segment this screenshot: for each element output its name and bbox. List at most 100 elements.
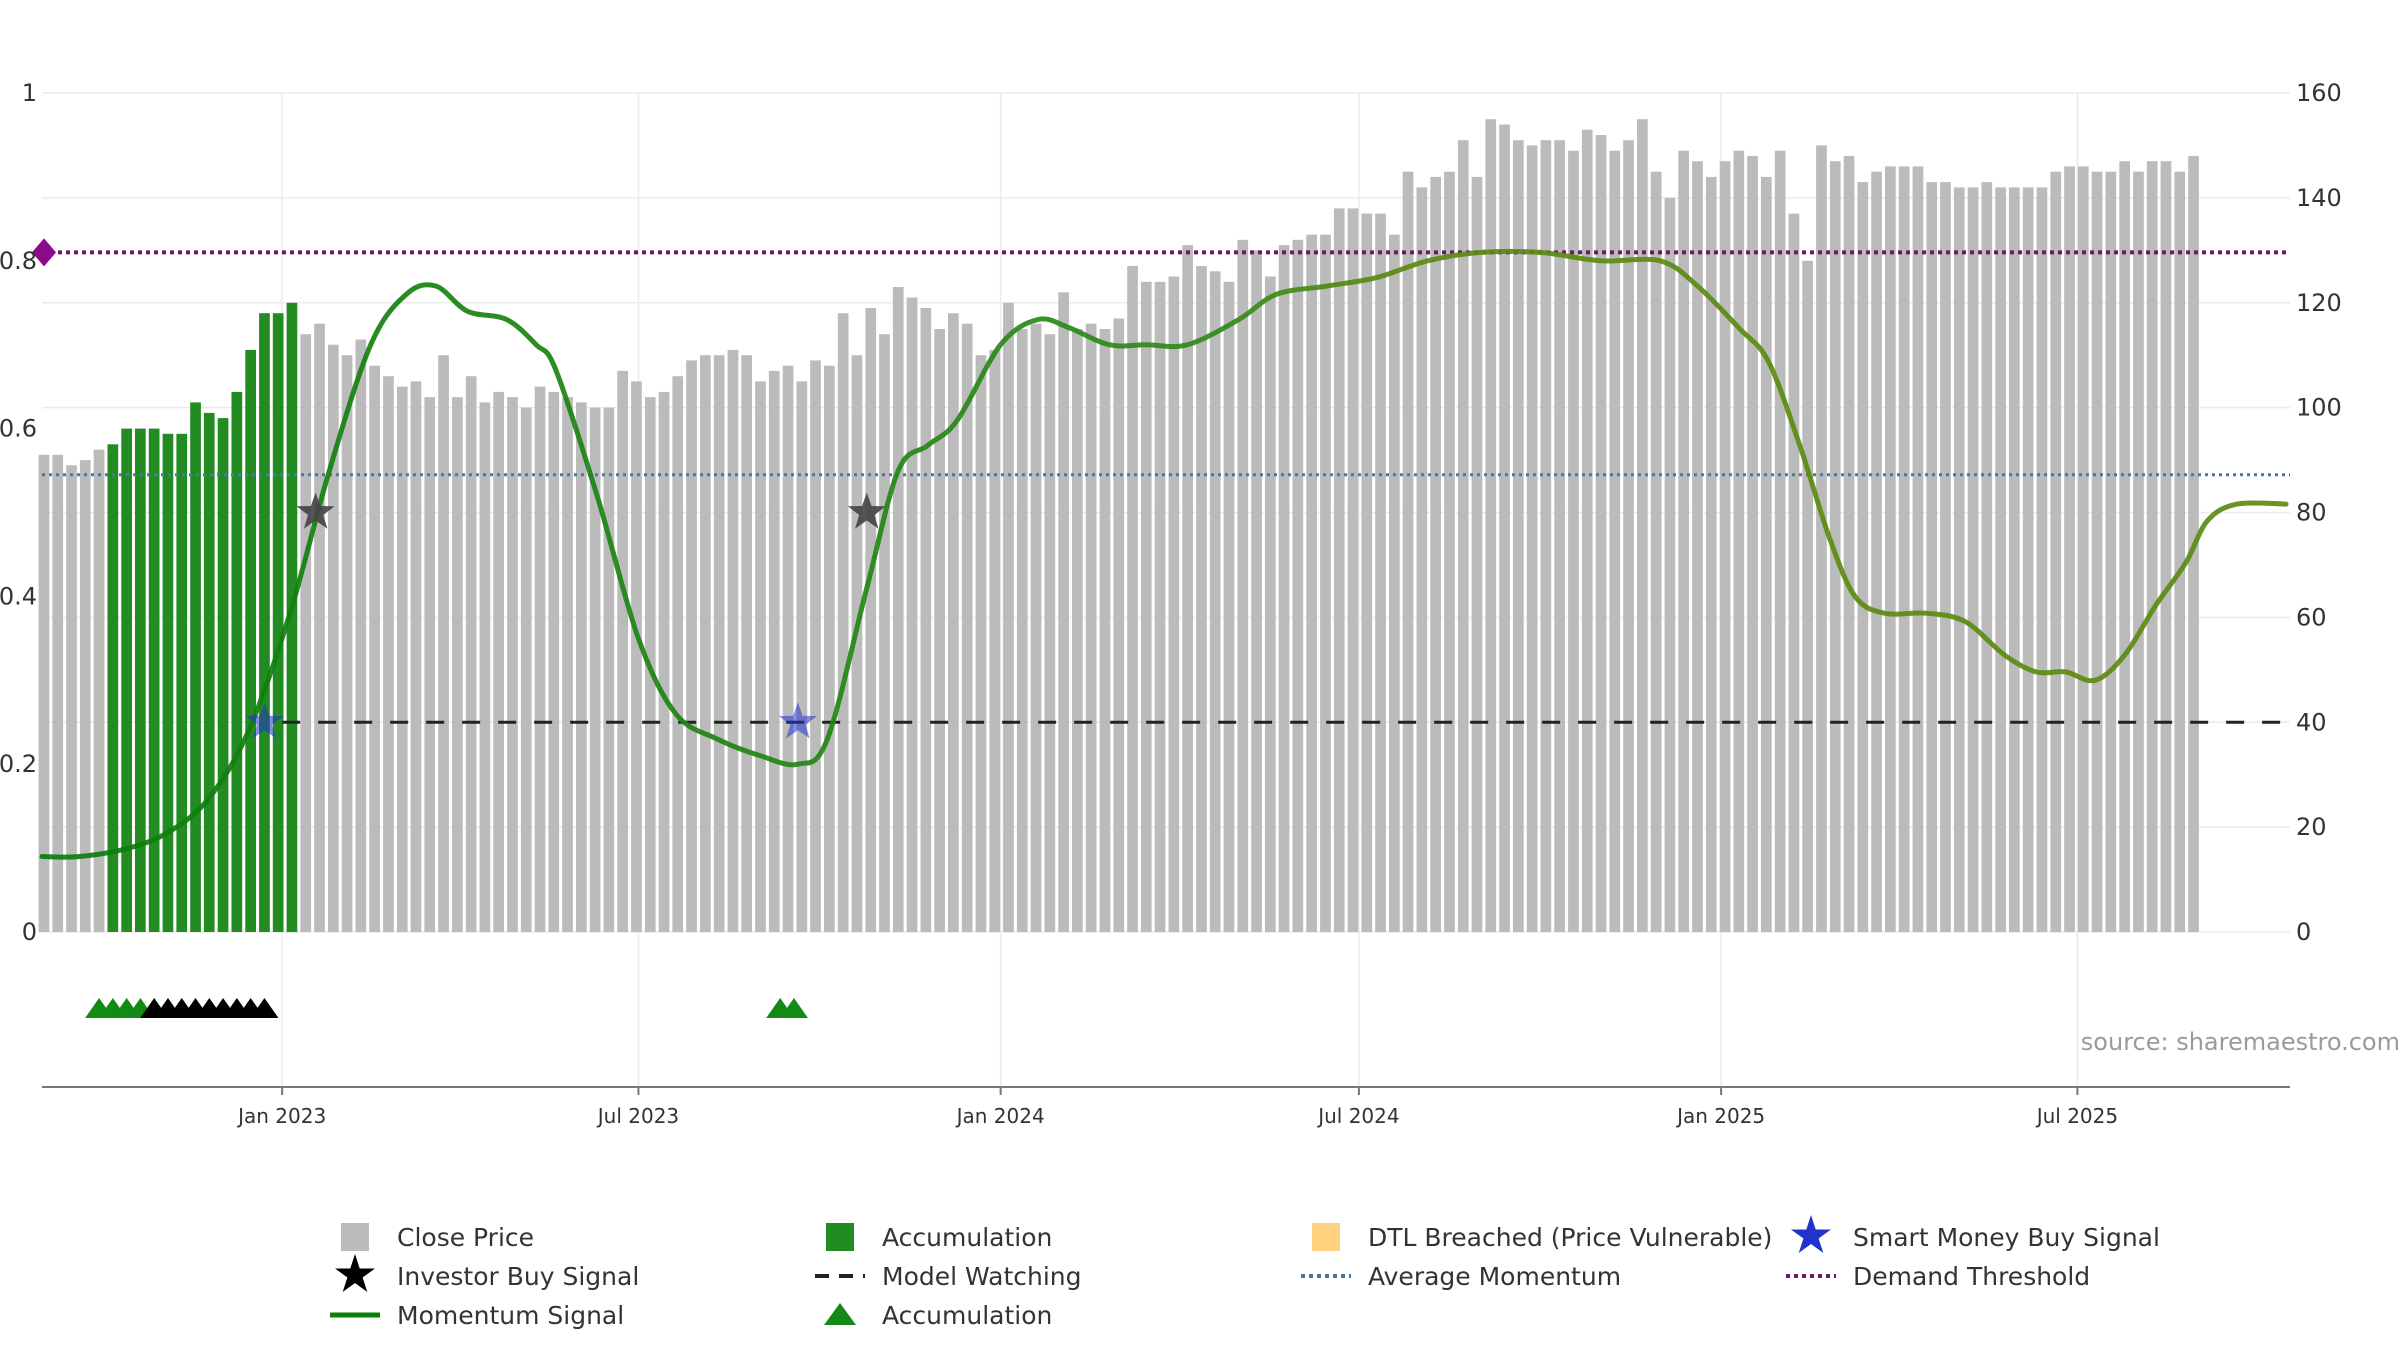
close-price-bar [2050,171,2062,932]
close-price-bar [865,308,877,932]
close-price-bar [948,313,959,932]
signal-triangles [85,998,808,1018]
close-price-bar [1719,161,1731,932]
close-price-bar [631,381,642,932]
x-axis-tick-label: Jan 2023 [236,1104,326,1128]
close-price-bar [810,360,821,932]
legend-label-dtl-breached-price-vulnerable: DTL Breached (Price Vulnerable) [1368,1223,1772,1252]
close-price-bar [603,407,615,933]
close-price-bar [1058,292,1069,932]
close-price-bar [589,407,601,933]
close-price-bar [1251,250,1262,933]
close-price-bar [1099,329,1111,932]
close-price-bar [2091,171,2103,932]
close-price-bar [961,323,973,932]
close-price-bar [341,355,353,932]
close-price-bar [438,355,449,932]
close-price-bar [1333,208,1345,932]
accumulation-bar [231,391,243,932]
close-price-bar [410,381,422,932]
close-price-bar [1471,176,1483,932]
right-axis-tick: 120 [2296,289,2342,317]
close-price-bar [700,355,711,932]
close-price-bar [2146,161,2158,932]
accumulation-bar [190,402,201,932]
right-axis-tick: 20 [2296,813,2327,841]
momentum-signal-path [39,248,2289,860]
close-price-bar [396,386,408,933]
close-price-bar [1278,245,1290,933]
close-price-bar [1265,276,1276,932]
close-price-bar [1540,140,1552,932]
close-price-bar [741,355,752,932]
close-price-bar [1072,329,1083,932]
close-price-bar [1030,323,1042,932]
accumulation-bar [148,428,160,932]
close-price-bar [1513,140,1524,932]
close-price-bar [1995,187,2006,932]
right-axis-tick: 140 [2296,184,2342,212]
close-price-bar [1375,213,1386,933]
accumulation-bar [272,313,284,932]
close-price-bar [1140,281,1152,932]
close-price-bar [1761,176,1772,932]
accumulation-bar [176,433,188,932]
left-axis-tick: 0.2 [0,750,37,778]
close-price-bar [520,407,532,933]
close-price-bar [1389,234,1400,933]
close-price-bar [1499,124,1510,932]
close-price-bar [1623,140,1634,932]
close-price-bar [1237,239,1249,933]
close-price-bar [1857,182,1869,933]
close-price-bar [1347,208,1359,932]
close-price-bar [2174,171,2186,932]
close-price-bar [1595,135,1607,932]
accumulation-bar [135,428,146,932]
close-price-bar [1940,182,1951,933]
close-price-bar [975,355,987,932]
close-price-bar [314,323,325,932]
close-price-bar [824,365,835,932]
close-price-bar [1113,318,1125,932]
close-price-bar [79,460,91,932]
price-bars [38,119,2199,933]
close-price-bar [1127,266,1138,932]
close-price-bar [1568,150,1579,932]
reference-lines [32,238,2290,724]
close-price-bar [452,397,463,933]
left-axis-tick: 0.4 [0,582,37,610]
right-axis-tick: 40 [2296,708,2327,736]
close-price-bar [906,297,918,932]
close-price-bar [1554,140,1565,932]
close-price-bar [1196,266,1207,932]
signal-triangle [250,998,279,1018]
close-price-bar [2133,171,2144,932]
close-price-bar [1953,187,1965,932]
close-price-bar [989,349,1001,932]
legend-swatch [1312,1223,1340,1251]
close-price-bar [2119,161,2130,932]
close-price-bar [562,397,573,933]
close-price-bar [1402,171,1414,932]
axes: 0 0.2 0.4 0.6 0.8 1 0 20 40 60 80 100 120 140 160 Jan 2… [0,79,2342,1128]
left-axis-tick: 0.8 [0,247,37,275]
close-price-bar [1444,171,1455,932]
right-axis-tick: 160 [2296,79,2342,107]
close-price-bar [2036,187,2048,932]
investor-buy-signal-star [847,492,886,529]
x-axis-tick-label: Jan 2025 [1675,1104,1765,1128]
investor-buy-signal-star [296,492,335,529]
close-price-bar [1457,140,1469,932]
legend-label-demand-threshold: Demand Threshold [1853,1262,2090,1291]
accumulation-bar [259,313,270,932]
close-price-bar [1416,187,1428,932]
left-axis-tick: 1 [22,79,37,107]
close-price-bar [52,454,64,932]
left-axis-tick: 0.6 [0,415,37,443]
close-price-bar [1526,145,1538,932]
close-price-bar [548,391,560,932]
close-price-bar [2105,171,2117,932]
legend-label-accumulation: Accumulation [882,1301,1052,1330]
close-price-bar [1320,234,1331,933]
